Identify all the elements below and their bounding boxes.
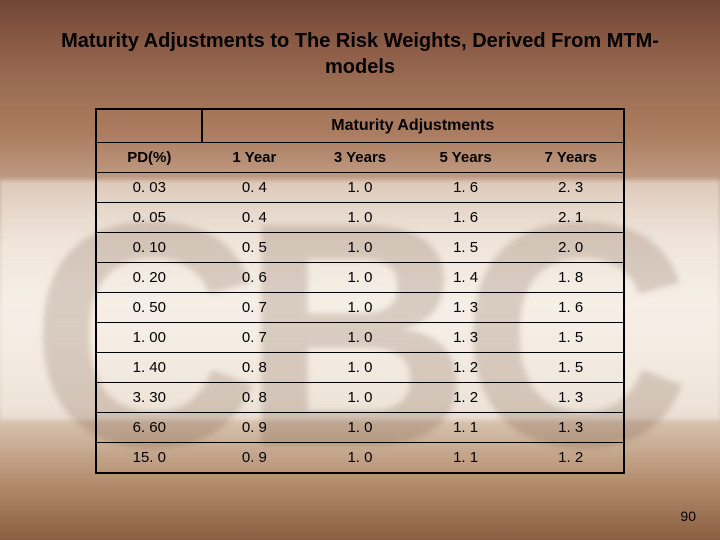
table-cell: 1. 3 — [413, 293, 519, 323]
table-cell: 1. 5 — [518, 323, 624, 353]
table-row: 1. 000. 71. 01. 31. 5 — [96, 323, 624, 353]
table-cell: 1. 5 — [413, 233, 519, 263]
slide-background: C B C Maturity Adjustments to The Risk W… — [0, 0, 720, 540]
table-cell: 0. 8 — [202, 383, 308, 413]
table-cell: 1. 2 — [413, 353, 519, 383]
table-cell: 1. 0 — [307, 233, 413, 263]
table-row: 0. 500. 71. 01. 31. 6 — [96, 293, 624, 323]
table-row: 0. 030. 41. 01. 62. 3 — [96, 173, 624, 203]
table-cell: 1. 0 — [307, 293, 413, 323]
table-cell: 1. 6 — [413, 203, 519, 233]
table-cell: 1. 2 — [413, 383, 519, 413]
table-cell: 1. 0 — [307, 353, 413, 383]
table-row: 0. 200. 61. 01. 41. 8 — [96, 263, 624, 293]
table-cell: 1. 00 — [96, 323, 202, 353]
page-number: 90 — [680, 508, 696, 524]
slide-title: Maturity Adjustments to The Risk Weights… — [24, 28, 696, 80]
table-cell: 1. 6 — [413, 173, 519, 203]
table-cell: 15. 0 — [96, 443, 202, 474]
table-cell: 1. 1 — [413, 413, 519, 443]
table-cell: 1. 40 — [96, 353, 202, 383]
table-cell: 1. 3 — [518, 413, 624, 443]
table-cell: 0. 50 — [96, 293, 202, 323]
table-cell: 1. 4 — [413, 263, 519, 293]
table-row: 0. 050. 41. 01. 62. 1 — [96, 203, 624, 233]
table-row: 6. 600. 91. 01. 11. 3 — [96, 413, 624, 443]
table-cell: 0. 9 — [202, 413, 308, 443]
table-cell: 0. 20 — [96, 263, 202, 293]
table-cell: 1. 0 — [307, 383, 413, 413]
table-header-empty — [96, 109, 202, 143]
table-cell: 6. 60 — [96, 413, 202, 443]
table-row: 1. 400. 81. 01. 21. 5 — [96, 353, 624, 383]
table-column-header: PD(%) — [96, 143, 202, 173]
table-column-header: 7 Years — [518, 143, 624, 173]
table-row: 3. 300. 81. 01. 21. 3 — [96, 383, 624, 413]
table-cell: 0. 7 — [202, 323, 308, 353]
title-line-1: Maturity Adjustments to The Risk Weights… — [61, 30, 659, 52]
table-cell: 0. 5 — [202, 233, 308, 263]
table-cell: 0. 10 — [96, 233, 202, 263]
table-cell: 1. 0 — [307, 443, 413, 474]
table-cell: 3. 30 — [96, 383, 202, 413]
table-cell: 1. 0 — [307, 323, 413, 353]
table-cell: 1. 1 — [413, 443, 519, 474]
table-cell: 1. 6 — [518, 293, 624, 323]
table-cell: 1. 0 — [307, 203, 413, 233]
title-line-2: models — [24, 54, 696, 80]
table-super-header: Maturity Adjustments — [202, 109, 624, 143]
table-cell: 0. 7 — [202, 293, 308, 323]
maturity-adjustments-table: Maturity Adjustments PD(%)1 Year3 Years5… — [95, 108, 625, 474]
table-column-header: 5 Years — [413, 143, 519, 173]
table-cell: 1. 0 — [307, 263, 413, 293]
table-cell: 1. 0 — [307, 413, 413, 443]
table-cell: 0. 05 — [96, 203, 202, 233]
table-row: 0. 100. 51. 01. 52. 0 — [96, 233, 624, 263]
table-cell: 2. 0 — [518, 233, 624, 263]
table-column-header: 3 Years — [307, 143, 413, 173]
table-cell: 1. 0 — [307, 173, 413, 203]
table-cell: 1. 2 — [518, 443, 624, 474]
table-cell: 2. 3 — [518, 173, 624, 203]
table-cell: 0. 4 — [202, 203, 308, 233]
table-cell: 1. 3 — [413, 323, 519, 353]
table-cell: 0. 03 — [96, 173, 202, 203]
table-row: 15. 00. 91. 01. 11. 2 — [96, 443, 624, 474]
table-cell: 2. 1 — [518, 203, 624, 233]
table-cell: 0. 6 — [202, 263, 308, 293]
table-cell: 1. 5 — [518, 353, 624, 383]
table-cell: 1. 8 — [518, 263, 624, 293]
table-cell: 1. 3 — [518, 383, 624, 413]
table-column-header: 1 Year — [202, 143, 308, 173]
table-cell: 0. 4 — [202, 173, 308, 203]
table-container: Maturity Adjustments PD(%)1 Year3 Years5… — [95, 108, 625, 474]
table-cell: 0. 8 — [202, 353, 308, 383]
table-cell: 0. 9 — [202, 443, 308, 474]
